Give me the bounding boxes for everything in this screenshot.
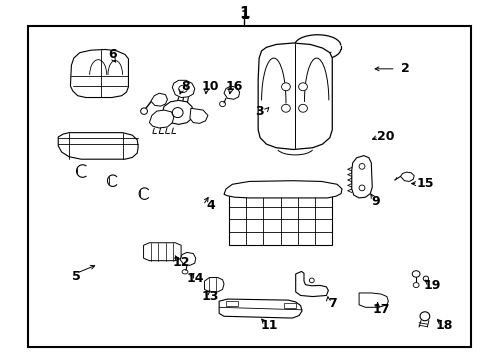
Text: 1: 1 bbox=[239, 6, 249, 21]
Polygon shape bbox=[219, 299, 302, 318]
Polygon shape bbox=[224, 86, 239, 99]
Text: 13: 13 bbox=[201, 290, 219, 303]
Ellipse shape bbox=[358, 163, 364, 169]
Text: 16: 16 bbox=[225, 80, 243, 93]
Ellipse shape bbox=[276, 98, 282, 102]
Ellipse shape bbox=[358, 185, 364, 191]
Ellipse shape bbox=[141, 108, 147, 114]
Text: 9: 9 bbox=[371, 195, 380, 208]
Bar bbox=[283, 303, 295, 309]
Ellipse shape bbox=[422, 276, 427, 281]
Text: 7: 7 bbox=[327, 297, 336, 310]
Ellipse shape bbox=[298, 104, 307, 112]
Polygon shape bbox=[172, 80, 194, 98]
Text: 1: 1 bbox=[240, 9, 248, 22]
Ellipse shape bbox=[419, 312, 429, 321]
Text: 5: 5 bbox=[72, 270, 81, 283]
Text: 14: 14 bbox=[186, 272, 204, 285]
Text: 10: 10 bbox=[201, 80, 219, 93]
Ellipse shape bbox=[178, 85, 187, 93]
Text: 11: 11 bbox=[260, 319, 277, 332]
Ellipse shape bbox=[412, 283, 418, 288]
Polygon shape bbox=[224, 181, 341, 198]
Ellipse shape bbox=[281, 104, 290, 112]
Polygon shape bbox=[258, 43, 331, 149]
Ellipse shape bbox=[172, 108, 183, 118]
Polygon shape bbox=[351, 156, 371, 198]
Text: 2: 2 bbox=[400, 62, 409, 75]
Polygon shape bbox=[70, 49, 128, 98]
Polygon shape bbox=[295, 271, 328, 297]
Ellipse shape bbox=[286, 98, 292, 102]
Ellipse shape bbox=[298, 83, 307, 91]
Polygon shape bbox=[149, 110, 173, 128]
Text: 15: 15 bbox=[415, 177, 433, 190]
Text: 12: 12 bbox=[172, 256, 189, 269]
Text: 3: 3 bbox=[254, 105, 263, 118]
Polygon shape bbox=[151, 93, 167, 106]
Polygon shape bbox=[180, 252, 195, 265]
Text: 4: 4 bbox=[205, 199, 214, 212]
Bar bbox=[228, 194, 331, 244]
Polygon shape bbox=[189, 108, 207, 123]
Text: 6: 6 bbox=[108, 48, 117, 61]
Polygon shape bbox=[358, 293, 387, 307]
Text: 20: 20 bbox=[376, 130, 394, 144]
Ellipse shape bbox=[309, 278, 314, 283]
Bar bbox=[27, 26, 470, 347]
Ellipse shape bbox=[281, 83, 290, 91]
Text: 18: 18 bbox=[435, 319, 452, 332]
Bar bbox=[225, 301, 238, 306]
Bar bbox=[275, 99, 302, 116]
Text: 17: 17 bbox=[371, 303, 389, 316]
Polygon shape bbox=[400, 172, 413, 181]
Text: 8: 8 bbox=[182, 80, 190, 93]
Polygon shape bbox=[143, 243, 181, 261]
Text: 19: 19 bbox=[423, 279, 440, 292]
Polygon shape bbox=[58, 133, 138, 159]
Polygon shape bbox=[161, 100, 193, 125]
Ellipse shape bbox=[411, 271, 419, 277]
Polygon shape bbox=[204, 278, 224, 292]
